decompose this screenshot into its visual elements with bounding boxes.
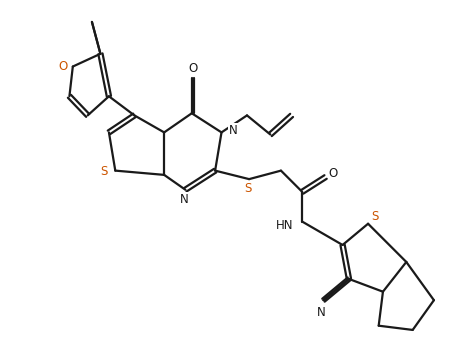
Text: O: O: [59, 60, 68, 73]
Text: O: O: [189, 62, 198, 75]
Text: S: S: [370, 210, 377, 223]
Text: N: N: [316, 306, 325, 319]
Text: O: O: [328, 167, 337, 180]
Text: N: N: [180, 193, 189, 206]
Text: HN: HN: [275, 218, 293, 232]
Text: S: S: [101, 165, 108, 178]
Text: S: S: [244, 182, 252, 195]
Text: N: N: [229, 124, 237, 137]
